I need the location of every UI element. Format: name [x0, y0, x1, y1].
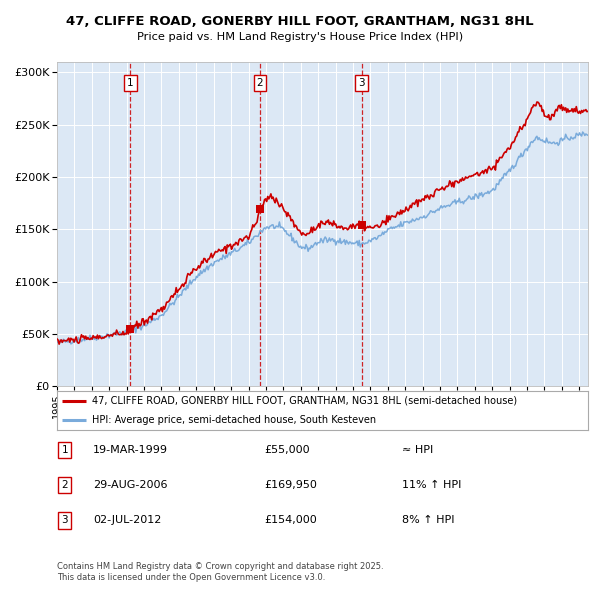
Text: £55,000: £55,000	[264, 445, 310, 455]
Text: 11% ↑ HPI: 11% ↑ HPI	[402, 480, 461, 490]
Text: 2: 2	[257, 78, 263, 88]
Text: 02-JUL-2012: 02-JUL-2012	[93, 516, 161, 525]
Text: 1: 1	[61, 445, 68, 455]
Text: 3: 3	[61, 516, 68, 525]
Text: 3: 3	[358, 78, 365, 88]
Text: 47, CLIFFE ROAD, GONERBY HILL FOOT, GRANTHAM, NG31 8HL (semi-detached house): 47, CLIFFE ROAD, GONERBY HILL FOOT, GRAN…	[92, 396, 517, 406]
Text: 1: 1	[127, 78, 134, 88]
Text: Contains HM Land Registry data © Crown copyright and database right 2025.
This d: Contains HM Land Registry data © Crown c…	[57, 562, 383, 582]
Text: £169,950: £169,950	[264, 480, 317, 490]
Text: 2: 2	[61, 480, 68, 490]
Text: 8% ↑ HPI: 8% ↑ HPI	[402, 516, 455, 525]
Text: ≈ HPI: ≈ HPI	[402, 445, 433, 455]
Text: 47, CLIFFE ROAD, GONERBY HILL FOOT, GRANTHAM, NG31 8HL: 47, CLIFFE ROAD, GONERBY HILL FOOT, GRAN…	[66, 15, 534, 28]
Text: Price paid vs. HM Land Registry's House Price Index (HPI): Price paid vs. HM Land Registry's House …	[137, 32, 463, 42]
Text: HPI: Average price, semi-detached house, South Kesteven: HPI: Average price, semi-detached house,…	[92, 415, 376, 425]
Text: 29-AUG-2006: 29-AUG-2006	[93, 480, 167, 490]
Text: 19-MAR-1999: 19-MAR-1999	[93, 445, 168, 455]
Text: £154,000: £154,000	[264, 516, 317, 525]
